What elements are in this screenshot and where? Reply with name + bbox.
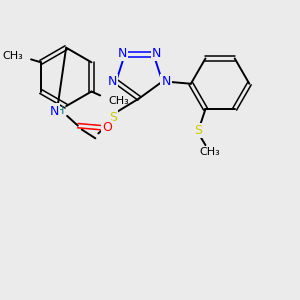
Text: CH₃: CH₃ xyxy=(108,96,129,106)
Text: H: H xyxy=(56,106,64,116)
Text: S: S xyxy=(194,124,202,137)
Text: N: N xyxy=(152,47,161,60)
Text: N: N xyxy=(107,75,117,88)
Text: S: S xyxy=(109,111,117,124)
Text: CH₃: CH₃ xyxy=(2,52,23,61)
Text: N: N xyxy=(50,104,59,118)
Text: N: N xyxy=(162,75,171,88)
Text: O: O xyxy=(102,121,112,134)
Text: CH₃: CH₃ xyxy=(199,147,220,157)
Text: N: N xyxy=(117,47,127,60)
